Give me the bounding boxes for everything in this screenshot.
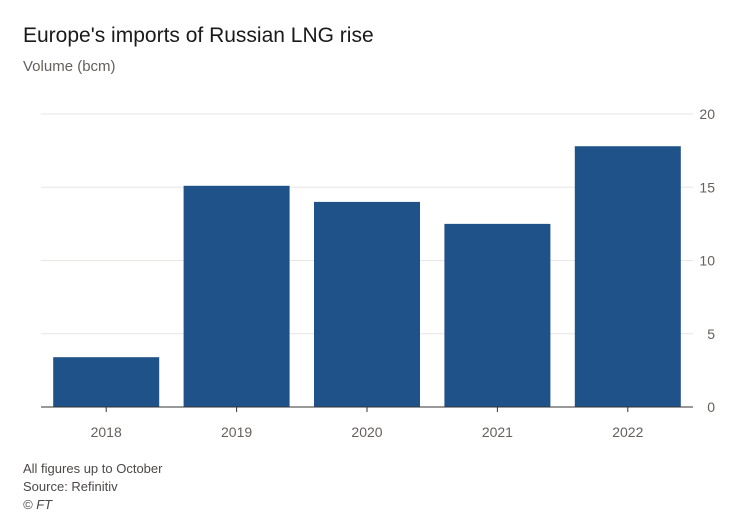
- bar: [53, 357, 160, 407]
- bar: [574, 146, 681, 408]
- y-tick-label: 10: [699, 253, 715, 269]
- x-tick-label: 2019: [221, 424, 252, 440]
- x-tick-label: 2018: [91, 424, 122, 440]
- y-tick-label: 0: [707, 399, 715, 415]
- copyright-note: © FT: [23, 497, 53, 512]
- x-tick-label: 2021: [482, 424, 513, 440]
- bar: [314, 201, 420, 407]
- bar: [183, 185, 290, 407]
- source-note: Source: Refinitiv: [23, 479, 118, 494]
- footnote: All figures up to October: [23, 461, 163, 476]
- y-tick-label: 5: [707, 326, 715, 342]
- x-tick-label: 2022: [612, 424, 643, 440]
- y-tick-label: 15: [699, 179, 715, 195]
- chart-subtitle: Volume (bcm): [23, 58, 116, 75]
- bar: [444, 223, 551, 407]
- y-tick-label: 20: [699, 106, 715, 122]
- chart-title: Europe's imports of Russian LNG rise: [23, 24, 374, 47]
- x-tick-label: 2020: [351, 424, 382, 440]
